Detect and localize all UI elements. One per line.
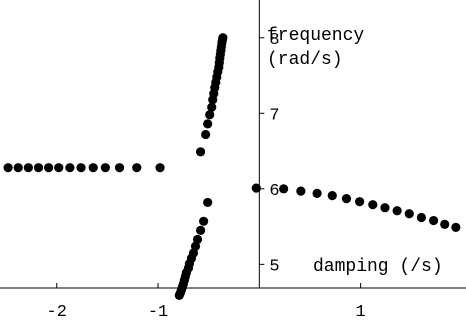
x-tick-label: 1 [356, 303, 366, 321]
data-point [205, 110, 215, 120]
data-point [174, 290, 184, 300]
data-point [203, 197, 213, 208]
data-point [100, 163, 110, 173]
data-point [203, 119, 213, 129]
data-points [3, 33, 461, 300]
data-point [88, 163, 98, 173]
y-axis-label: frequency (rad/s) [267, 26, 364, 70]
x-tick-label: -2 [47, 303, 67, 321]
data-point [312, 188, 322, 198]
data-point [195, 225, 206, 235]
data-point [428, 215, 439, 226]
data-point [44, 163, 54, 173]
data-point [451, 222, 461, 232]
data-point [207, 102, 217, 112]
data-point [195, 147, 206, 157]
y-tick-label: 7 [269, 106, 279, 125]
y-tick-label: 5 [269, 257, 279, 276]
data-point [155, 163, 165, 173]
data-point [279, 184, 289, 194]
data-point [65, 163, 75, 173]
data-point [114, 163, 125, 173]
y-axis-label-line: (rad/s) [267, 50, 343, 70]
x-tick-label: -1 [148, 303, 168, 321]
data-point [416, 212, 427, 223]
data-point [404, 209, 414, 219]
data-point [392, 206, 402, 216]
data-point [132, 163, 142, 173]
data-point [218, 33, 228, 43]
data-point [54, 163, 64, 173]
data-point [327, 191, 337, 201]
data-point [251, 183, 261, 193]
data-point [199, 216, 209, 226]
y-axis-label-line: frequency [267, 26, 364, 46]
data-point [23, 163, 33, 173]
y-tick-label: 8 [269, 31, 279, 50]
data-point [368, 200, 378, 210]
data-point [440, 219, 450, 229]
data-point [76, 163, 86, 173]
ticks: -2 -1 1 5 6 7 8 [47, 31, 366, 321]
axes [0, 0, 466, 289]
y-tick-label: 6 [269, 182, 279, 201]
x-axis-label: damping (/s) [313, 257, 443, 277]
data-point [201, 129, 211, 140]
data-point [341, 194, 352, 204]
data-point [355, 197, 365, 207]
data-point [3, 163, 13, 173]
data-point [380, 203, 390, 213]
data-point [13, 163, 23, 173]
data-point [33, 163, 44, 173]
data-point [296, 186, 306, 196]
